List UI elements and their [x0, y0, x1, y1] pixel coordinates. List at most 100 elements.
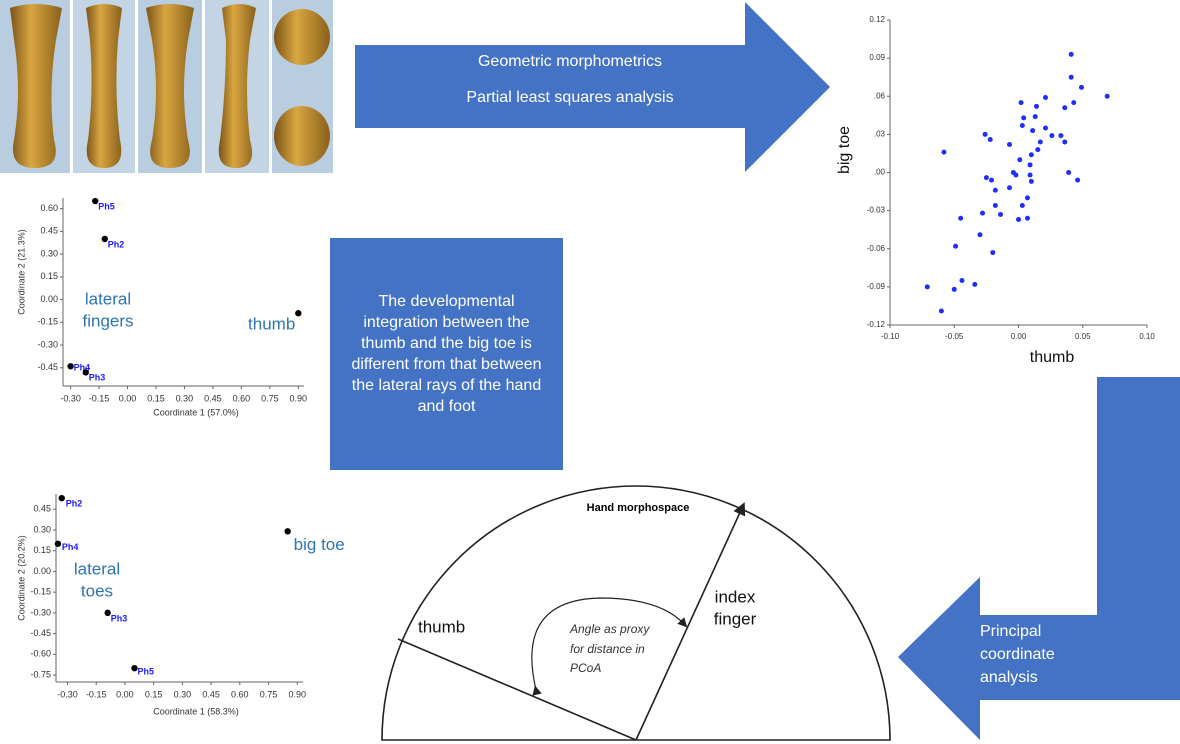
point [1017, 157, 1023, 163]
y-tick-label: -0.09 [867, 282, 886, 291]
point [1021, 115, 1027, 121]
point [977, 232, 983, 238]
point [1024, 215, 1030, 221]
point [958, 215, 964, 221]
x-tick-label: 0.90 [290, 393, 308, 403]
point [982, 131, 988, 137]
point [1042, 95, 1048, 101]
point [1007, 185, 1013, 191]
point [54, 540, 62, 547]
point [58, 494, 65, 502]
x-tick-label: 0.60 [233, 393, 251, 403]
y-tick-label: 0.60 [40, 203, 58, 213]
point [67, 363, 74, 370]
point-label: Ph4 [62, 542, 79, 552]
point [1028, 178, 1034, 184]
point-label: Ph5 [98, 201, 115, 211]
point [980, 210, 986, 216]
x-tick-label: 0.30 [174, 689, 192, 699]
x-axis-title: thumb [1030, 349, 1075, 366]
y-tick-label: 0.00 [33, 566, 51, 576]
point [1019, 203, 1025, 209]
point [992, 187, 998, 193]
x-tick-label: -0.30 [57, 689, 78, 699]
point [1027, 162, 1033, 168]
morphospace-note: Angle as proxy [569, 622, 650, 636]
x-tick-label: 0.10 [1139, 332, 1155, 341]
y-axis-title: Coordinate 2 (20.2%) [16, 535, 26, 621]
point [1010, 170, 1016, 175]
arrow-text: Principal [980, 623, 1041, 640]
point [1078, 84, 1084, 90]
point-label: Ph3 [89, 373, 106, 383]
y-tick-label: 0.12 [869, 15, 885, 24]
x-tick-label: 0.45 [202, 689, 220, 699]
x-tick-label: 0.15 [147, 393, 165, 403]
point [1030, 128, 1036, 134]
x-tick-label: 0.00 [116, 689, 134, 699]
point-label: Ph5 [138, 667, 155, 677]
y-tick-label: 0.00 [40, 294, 58, 304]
point [1062, 105, 1068, 111]
point [82, 369, 89, 376]
x-tick-label: 0.60 [231, 689, 249, 699]
point [1042, 125, 1048, 131]
point [1058, 133, 1064, 139]
point [1062, 139, 1068, 145]
arrow-right [355, 2, 830, 172]
x-tick-label: 0.75 [261, 393, 279, 403]
point-label: Ph2 [108, 239, 125, 249]
x-tick-label: -0.30 [60, 393, 81, 403]
arrow-text: analysis [980, 669, 1038, 686]
morphospace-note: for distance in [570, 642, 645, 656]
group-label: toes [81, 581, 113, 600]
point [998, 211, 1004, 217]
x-tick-label: -0.05 [945, 332, 964, 341]
y-tick-label: -0.15 [30, 587, 51, 597]
y-tick-label: 0.09 [869, 53, 885, 62]
point [959, 278, 965, 284]
point [1075, 177, 1081, 183]
x-tick-label: -0.15 [86, 689, 107, 699]
y-tick-label: 0.30 [33, 524, 51, 534]
x-axis-title: Coordinate 1 (58.3%) [153, 706, 239, 716]
point [1033, 103, 1039, 109]
y-tick-label: -0.06 [867, 244, 886, 253]
point [1068, 51, 1074, 57]
point [992, 203, 998, 209]
y-axis-title: big toe [836, 126, 853, 174]
point [104, 609, 111, 617]
y-tick-label: -0.15 [37, 317, 58, 327]
morphospace-title: Hand morphospace [587, 502, 690, 514]
x-tick-label: 0.05 [1075, 332, 1091, 341]
arrow-text: Geometric morphometrics [478, 53, 662, 70]
point-label: Ph3 [111, 613, 128, 623]
y-tick-label: 0.45 [33, 504, 51, 514]
point [131, 664, 138, 672]
y-tick-label: -0.75 [30, 669, 51, 679]
y-axis-title: Coordinate 2 (21.3%) [16, 229, 26, 315]
arrow-text: coordinate [980, 646, 1055, 663]
point [1019, 122, 1025, 128]
arrow-text: Partial least squares analysis [466, 89, 673, 106]
y-tick-label: -0.30 [37, 339, 58, 349]
point [1066, 170, 1072, 175]
point [938, 308, 944, 314]
x-tick-label: -0.10 [881, 332, 900, 341]
point [1028, 152, 1034, 158]
y-tick-label: -0.12 [867, 320, 886, 329]
group-label: lateral [85, 289, 131, 308]
y-tick-label: -0.30 [30, 607, 51, 617]
morphospace-note: PCoA [570, 661, 601, 675]
y-tick-label: -0.45 [37, 362, 58, 372]
y-tick-label: -0.60 [30, 649, 51, 659]
point [983, 175, 989, 181]
y-tick-label: .00 [874, 168, 886, 177]
group-label: fingers [82, 311, 133, 330]
y-tick-label: 0.15 [40, 271, 58, 281]
group-label: lateral [74, 559, 120, 578]
x-tick-label: 0.75 [260, 689, 278, 699]
y-tick-label: 0.30 [40, 248, 58, 258]
point-label: big toe [294, 535, 345, 554]
x-axis-title: Coordinate 1 (57.0%) [153, 407, 239, 417]
